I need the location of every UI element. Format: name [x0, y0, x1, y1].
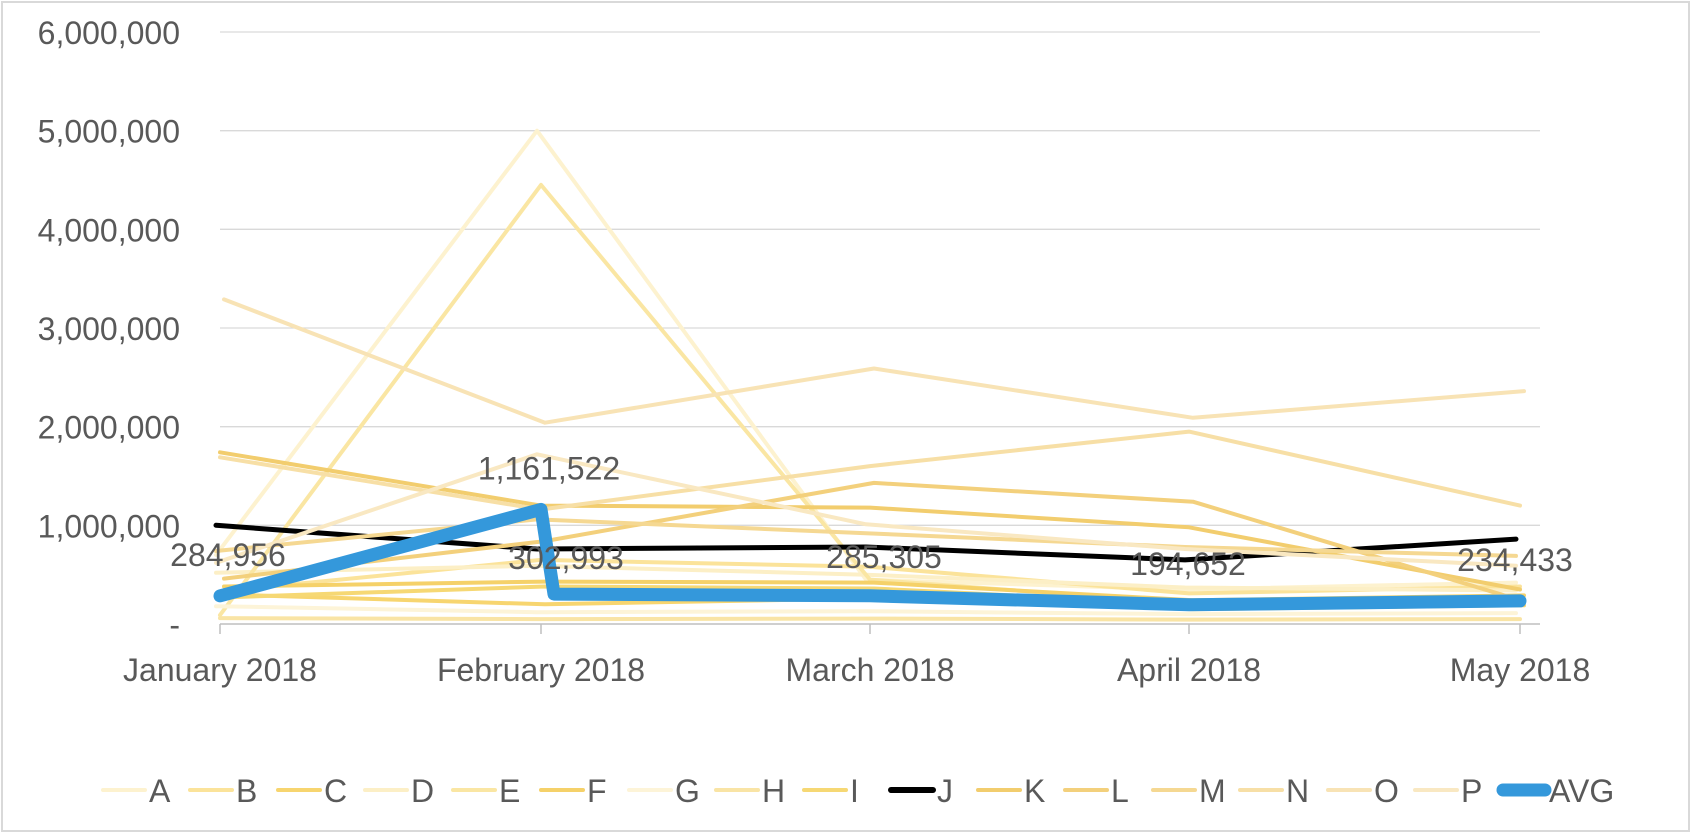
x-tick-label: May 2018 — [1450, 652, 1591, 688]
legend-label-c: C — [324, 773, 347, 809]
y-tick-label: 4,000,000 — [38, 212, 180, 248]
x-tick-label: February 2018 — [437, 652, 645, 688]
legend-label-h: H — [762, 773, 785, 809]
axes: - 1,000,000 2,000,000 3,000,000 4,000,000 5,0… — [38, 15, 1591, 688]
series-line-o — [222, 297, 1526, 425]
series-line-g — [214, 604, 1518, 617]
y-tick-label: 3,000,000 — [38, 311, 180, 347]
line-chart: - 1,000,000 2,000,000 3,000,000 4,000,000 5,0… — [38, 15, 1615, 809]
data-labels: 284,956 1,161,522 302,993 285,305 194,652 234… — [170, 450, 1573, 581]
y-tick-label: 5,000,000 — [38, 114, 180, 150]
legend-label-p: P — [1461, 773, 1482, 809]
legend-label-i: I — [850, 773, 859, 809]
legend: A B C D E F G H I J K L M N O P AVG — [101, 773, 1614, 809]
series-line-m — [214, 517, 1518, 558]
avg-data-label: 285,305 — [826, 539, 942, 575]
legend-label-a: A — [149, 773, 171, 809]
legend-label-l: L — [1111, 773, 1129, 809]
series-line-b — [218, 557, 1522, 596]
legend-label-b: B — [236, 773, 257, 809]
series-line-avg — [213, 502, 1527, 612]
series-lines — [213, 128, 1527, 622]
avg-data-label: 284,956 — [170, 537, 286, 573]
series-line-h — [218, 616, 1522, 622]
x-tick-label: January 2018 — [123, 652, 317, 688]
legend-label-n: N — [1286, 773, 1309, 809]
legend-label-o: O — [1374, 773, 1399, 809]
series-line-l — [222, 480, 1526, 604]
y-tick-label: 6,000,000 — [38, 15, 180, 51]
avg-data-label: 1,161,522 — [478, 450, 620, 486]
legend-label-j: J — [937, 773, 953, 809]
gridlines — [220, 31, 1540, 526]
legend-label-g: G — [675, 773, 700, 809]
y-tick-label: 2,000,000 — [38, 410, 180, 446]
y-tick-label: - — [169, 607, 180, 643]
legend-label-d: D — [411, 773, 434, 809]
avg-data-label: 302,993 — [508, 540, 624, 576]
x-tick-label: April 2018 — [1117, 652, 1261, 688]
legend-label-k: K — [1024, 773, 1045, 809]
series-line-n — [218, 429, 1522, 512]
legend-label-m: M — [1199, 773, 1226, 809]
legend-label-avg: AVG — [1549, 773, 1614, 809]
series-line-p — [214, 452, 1518, 568]
legend-label-e: E — [499, 773, 520, 809]
y-tick-label: 1,000,000 — [38, 508, 180, 544]
legend-label-f: F — [587, 773, 607, 809]
avg-data-label: 234,433 — [1457, 542, 1573, 578]
x-tick-label: March 2018 — [786, 652, 955, 688]
avg-data-label: 194,652 — [1130, 546, 1246, 582]
